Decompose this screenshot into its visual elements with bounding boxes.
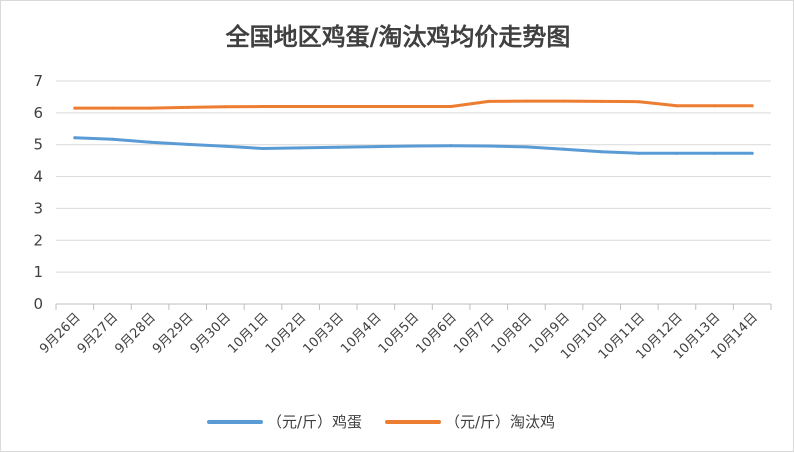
series-1-point <box>374 104 378 108</box>
y-tick-label: 1 <box>33 263 43 281</box>
y-tick-label: 0 <box>33 295 43 313</box>
x-tick-label: 9月27日 <box>75 310 122 357</box>
series-0-point <box>186 142 190 146</box>
y-tick-label: 2 <box>33 231 43 249</box>
x-tick-label: 10月1日 <box>225 310 272 357</box>
series-1-point <box>713 104 717 108</box>
series-0-point <box>449 144 453 148</box>
x-tick-label: 10月6日 <box>413 310 460 357</box>
x-tick-label: 9月26日 <box>37 310 84 357</box>
series-1-point <box>412 104 415 108</box>
y-tick-label: 5 <box>33 136 43 154</box>
series-1-point <box>637 100 641 104</box>
series-1-point <box>148 106 152 110</box>
series-0-point <box>110 137 114 141</box>
series-0-point <box>73 136 77 140</box>
series-1-point <box>73 106 77 110</box>
series-1-point <box>449 104 453 108</box>
y-tick-label: 6 <box>33 104 43 122</box>
series-1-point <box>261 104 265 108</box>
series-1-point <box>600 99 604 103</box>
x-tick-label: 9月30日 <box>188 310 235 357</box>
series-1-point <box>110 106 114 110</box>
x-tick-label: 10月5日 <box>376 310 423 357</box>
series-1-point <box>186 105 190 109</box>
x-tick-label: 10月7日 <box>451 310 498 357</box>
series-0-point <box>713 151 717 155</box>
series-0-point <box>148 140 152 144</box>
series-1-point <box>336 104 340 108</box>
series-0-point <box>750 151 754 155</box>
series-0-point <box>524 145 528 149</box>
series-0-point <box>261 147 265 151</box>
chart-title: 全国地区鸡蛋/淘汰鸡均价走势图 <box>225 23 571 51</box>
series-0-point <box>412 144 415 148</box>
series-1-point <box>750 104 754 108</box>
series-0-point <box>487 144 491 148</box>
series-1-point <box>524 99 528 103</box>
series-0-point <box>299 146 303 150</box>
x-tick-label: 10月2日 <box>263 310 310 357</box>
series-0-point <box>336 145 340 149</box>
series-1-point <box>562 99 566 103</box>
series-0-point <box>675 151 679 155</box>
x-tick-label: 10月3日 <box>301 310 348 357</box>
series-1-point <box>487 99 491 103</box>
series-0-point <box>600 150 604 154</box>
y-tick-label: 4 <box>33 168 43 186</box>
series-0-point <box>637 151 641 155</box>
x-tick-label: 10月4日 <box>338 310 385 357</box>
series-1-point <box>675 104 679 108</box>
series-0-point <box>374 145 378 149</box>
x-tick-label: 10月8日 <box>489 310 536 357</box>
y-tick-label: 7 <box>33 72 43 90</box>
legend-label-1: （元/斤）淘汰鸡 <box>445 413 555 431</box>
series-1-point <box>299 104 303 108</box>
x-tick-label: 9月29日 <box>150 310 197 357</box>
y-tick-label: 3 <box>33 199 43 217</box>
series-0-point <box>223 144 227 148</box>
series-1-point <box>223 105 227 109</box>
legend-label-0: （元/斤）鸡蛋 <box>267 413 362 431</box>
series-0-point <box>562 147 566 151</box>
x-tick-label: 9月28日 <box>112 310 159 357</box>
